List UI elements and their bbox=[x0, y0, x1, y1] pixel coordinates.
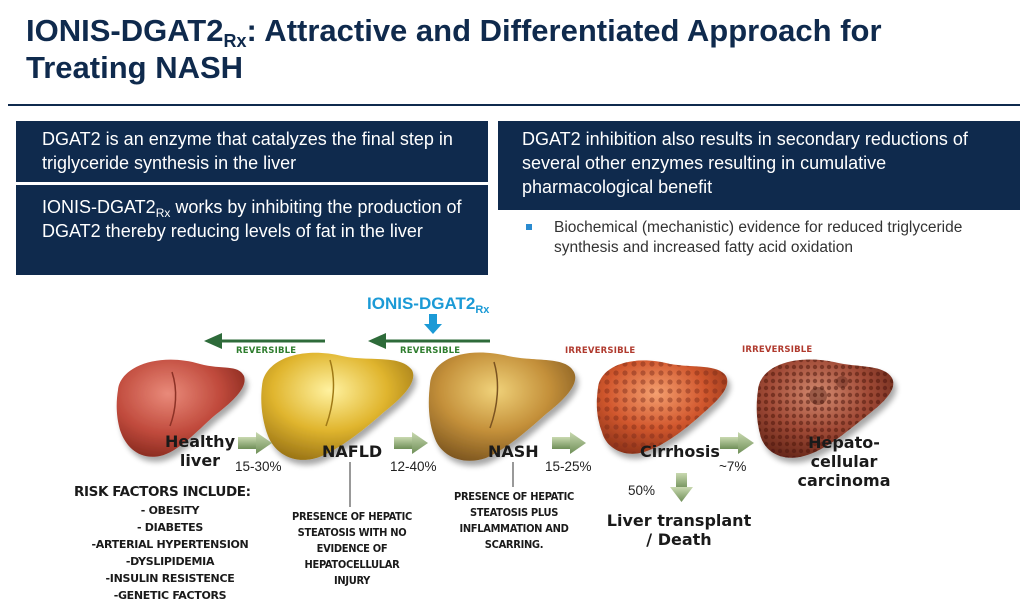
evidence-bullet-text: Biochemical (mechanistic) evidence for r… bbox=[554, 219, 963, 256]
nash-note-line: INFLAMMATION AND bbox=[459, 522, 569, 535]
rate-cirrhosis-to-carcinoma: ~7% bbox=[719, 459, 747, 474]
nash-liver-illustration bbox=[428, 352, 576, 461]
risk-factors-heading: RISK FACTORS INCLUDE: bbox=[74, 484, 251, 500]
slide-title: IONIS-DGAT2Rx: Attractive and Differenti… bbox=[26, 12, 1006, 86]
rate-healthy-to-nafld: 15-30% bbox=[235, 459, 282, 474]
risk-factor-item: -GENETIC FACTORS bbox=[113, 589, 227, 602]
drug-target-subscript: Rx bbox=[475, 304, 490, 316]
rate-nash-to-cirrhosis: 15-25% bbox=[545, 459, 592, 474]
progression-arrow-4 bbox=[720, 432, 754, 454]
irreversible-label-2: IRREVERSIBLE bbox=[742, 345, 813, 355]
stage-carcinoma: Hepato- cellular carcinoma bbox=[796, 433, 892, 490]
mechanism-text: works by inhibiting the production of DG… bbox=[42, 197, 462, 241]
stage-carcinoma-line3: carcinoma bbox=[797, 471, 891, 490]
irreversible-label-1: IRREVERSIBLE bbox=[565, 346, 636, 356]
nafld-note-line: PRESENCE OF HEPATIC bbox=[292, 510, 412, 523]
progression-arrow-3 bbox=[552, 432, 586, 454]
liver-transplant-label: Liver transplant / Death bbox=[604, 511, 754, 549]
info-box-mechanism: IONIS-DGAT2Rx works by inhibiting the pr… bbox=[16, 185, 488, 275]
carcinoma-liver-illustration bbox=[756, 359, 894, 458]
nafld-note-line: INJURY bbox=[333, 574, 371, 587]
bullet-square-icon bbox=[526, 224, 532, 230]
info-box-enzyme-text: DGAT2 is an enzyme that catalyzes the fi… bbox=[42, 129, 453, 173]
stage-nafld: NAFLD bbox=[322, 442, 383, 461]
risk-factor-item: - DIABETES bbox=[137, 521, 203, 534]
drug-target-label: IONIS-DGAT2Rx bbox=[367, 294, 490, 316]
title-divider bbox=[8, 104, 1020, 106]
drug-target-name: IONIS-DGAT2 bbox=[367, 294, 476, 313]
info-box-secondary: DGAT2 inhibition also results in seconda… bbox=[498, 121, 1020, 210]
risk-factor-item: -ARTERIAL HYPERTENSION bbox=[91, 538, 249, 551]
drug-down-arrow-icon bbox=[424, 314, 442, 334]
risk-factor-item: -INSULIN RESISTENCE bbox=[105, 572, 235, 585]
title-line2: Treating NASH bbox=[26, 50, 244, 85]
nafld-note-line: HEPATOCELLULAR bbox=[304, 558, 400, 571]
reversible-label-1: REVERSIBLE bbox=[236, 346, 297, 356]
reversible-arrow-2 bbox=[368, 333, 490, 349]
transplant-line1: Liver transplant bbox=[606, 511, 752, 530]
title-line1-rest: : Attractive and Differentiated Approach… bbox=[246, 13, 882, 48]
transplant-down-arrow bbox=[670, 473, 693, 502]
nash-note-line: SCARRING. bbox=[484, 538, 544, 551]
reversible-arrow-1 bbox=[204, 333, 325, 349]
nafld-note-line: EVIDENCE OF bbox=[316, 542, 388, 555]
rate-nafld-to-nash: 12-40% bbox=[390, 459, 437, 474]
title-drug-name: IONIS-DGAT2 bbox=[26, 13, 224, 48]
stage-healthy-liver: Healthy liver bbox=[160, 432, 240, 470]
stage-cirrhosis: Cirrhosis bbox=[640, 442, 720, 461]
nash-definition-note: PRESENCE OF HEPATIC STEATOSIS PLUS INFLA… bbox=[436, 489, 592, 553]
mechanism-drug-name: IONIS-DGAT2 bbox=[42, 197, 156, 217]
info-box-secondary-text: DGAT2 inhibition also results in seconda… bbox=[522, 129, 968, 197]
progression-arrow-2 bbox=[394, 432, 428, 454]
cirrhosis-liver-illustration bbox=[596, 360, 728, 454]
nash-note-line: PRESENCE OF HEPATIC bbox=[454, 490, 574, 503]
progression-arrow-1 bbox=[238, 432, 272, 454]
stage-nash: NASH bbox=[488, 442, 539, 461]
nafld-definition-note: PRESENCE OF HEPATIC STEATOSIS WITH NO EV… bbox=[272, 509, 432, 589]
nafld-note-line: STEATOSIS WITH NO bbox=[297, 526, 407, 539]
risk-factor-item: -DYSLIPIDEMIA bbox=[125, 555, 215, 568]
rate-cirrhosis-to-transplant: 50% bbox=[628, 483, 656, 498]
transplant-line2: / Death bbox=[646, 530, 712, 549]
title-subscript: Rx bbox=[223, 31, 247, 51]
stage-carcinoma-line1: Hepato- bbox=[808, 433, 880, 452]
mechanism-subscript: Rx bbox=[155, 206, 171, 220]
risk-factor-item: - OBESITY bbox=[140, 504, 200, 517]
healthy-liver-illustration bbox=[116, 359, 245, 457]
stage-healthy-line2: liver bbox=[179, 451, 221, 470]
reversible-label-2: REVERSIBLE bbox=[400, 346, 461, 356]
nash-note-line: STEATOSIS PLUS bbox=[469, 506, 559, 519]
info-box-enzyme: DGAT2 is an enzyme that catalyzes the fi… bbox=[16, 121, 488, 182]
nafld-liver-illustration bbox=[261, 352, 414, 460]
stage-carcinoma-line2: cellular bbox=[810, 452, 878, 471]
stage-healthy-line1: Healthy bbox=[165, 432, 235, 451]
risk-factors-list: - OBESITY - DIABETES -ARTERIAL HYPERTENS… bbox=[82, 502, 258, 604]
